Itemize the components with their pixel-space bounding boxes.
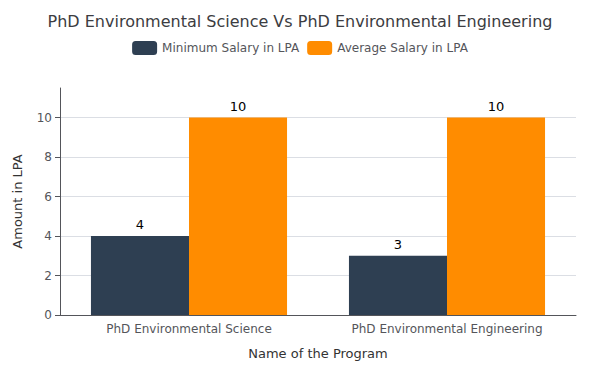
svg-text:Amount in LPA: Amount in LPA — [10, 154, 25, 248]
svg-text:2: 2 — [44, 269, 52, 283]
svg-text:0: 0 — [44, 308, 52, 322]
svg-text:10: 10 — [230, 99, 247, 114]
svg-text:Average Salary in LPA: Average Salary in LPA — [337, 41, 469, 55]
svg-text:10: 10 — [488, 99, 505, 114]
svg-text:4: 4 — [136, 217, 144, 232]
svg-text:6: 6 — [44, 190, 52, 204]
svg-text:8: 8 — [44, 150, 52, 164]
svg-text:Minimum Salary in LPA: Minimum Salary in LPA — [162, 41, 300, 55]
svg-text:PhD Environmental Science Vs P: PhD Environmental Science Vs PhD Environ… — [48, 12, 553, 31]
svg-text:10: 10 — [37, 111, 52, 125]
svg-text:4: 4 — [44, 229, 52, 243]
svg-text:Name of the Program: Name of the Program — [248, 346, 387, 361]
svg-text:PhD Environmental Science: PhD Environmental Science — [106, 322, 272, 336]
svg-text:PhD Environmental Engineering: PhD Environmental Engineering — [351, 322, 542, 336]
svg-text:3: 3 — [394, 237, 402, 252]
